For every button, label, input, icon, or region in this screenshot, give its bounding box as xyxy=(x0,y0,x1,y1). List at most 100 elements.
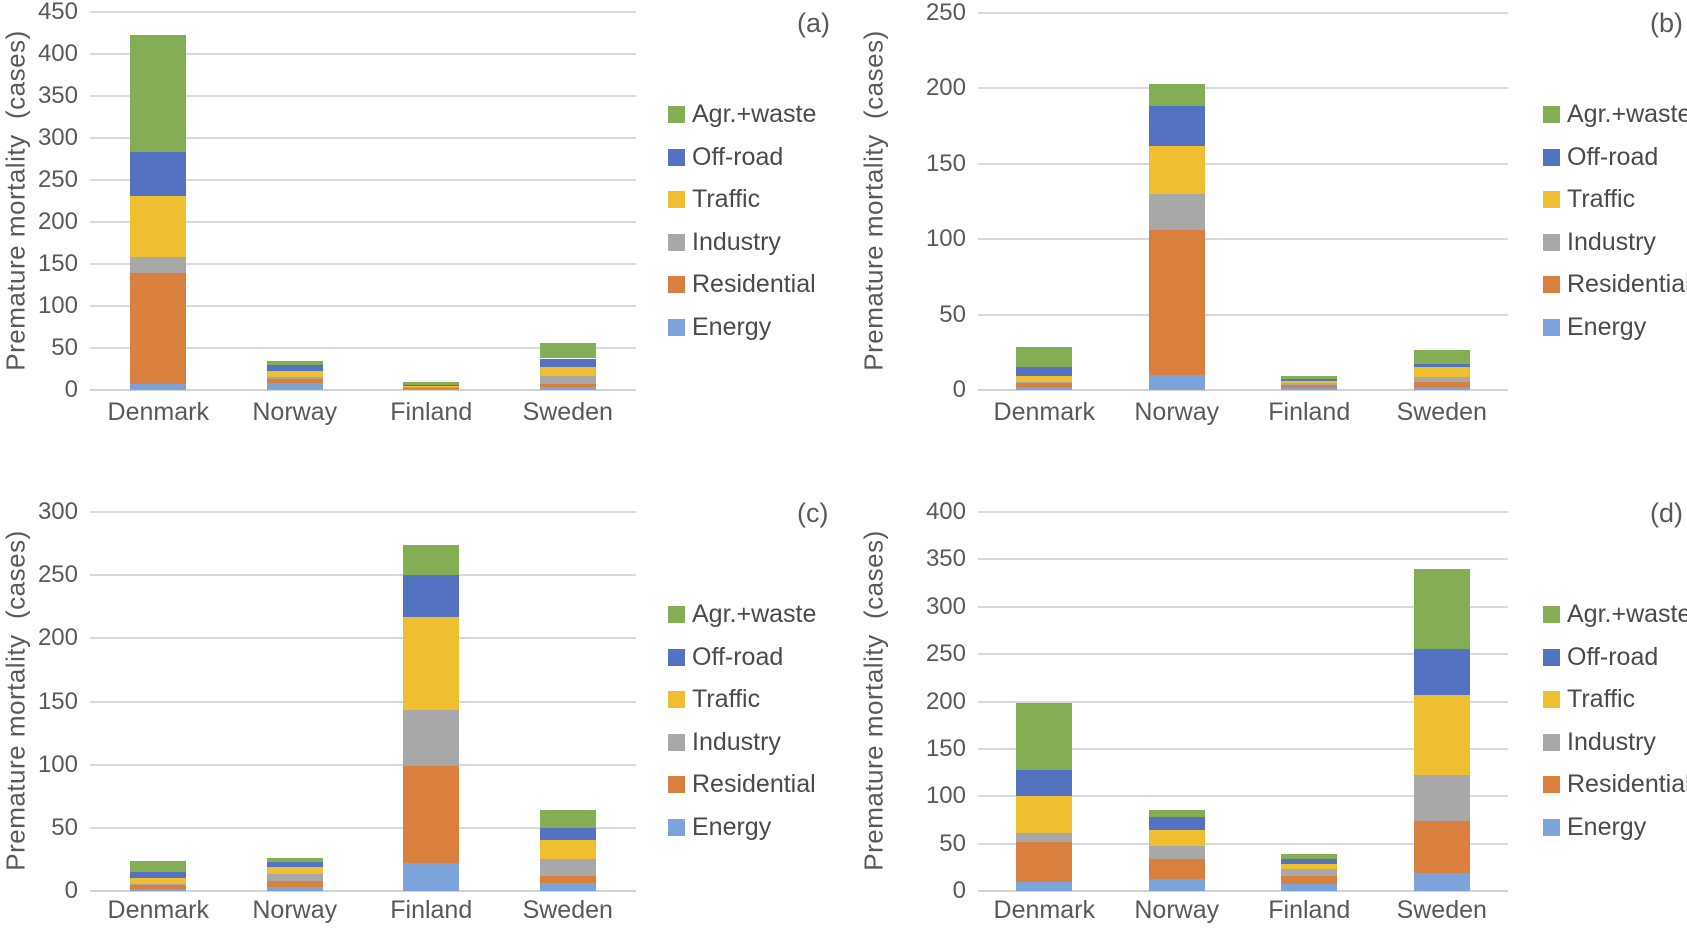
bar-segment-norway-residential xyxy=(266,880,323,887)
legend-swatch-energy xyxy=(1543,819,1560,836)
bar-segment-norway-off-road xyxy=(1148,106,1205,146)
bar-segment-denmark-traffic xyxy=(130,195,187,258)
legend-item-off-road: Off-road xyxy=(1543,643,1658,672)
bar-segment-denmark-industry xyxy=(1016,833,1073,842)
bar-segment-finland-off-road xyxy=(1281,379,1338,381)
legend-label: Energy xyxy=(692,813,772,841)
y-tick-label: 300 xyxy=(37,124,78,151)
y-tick-label: 450 xyxy=(37,0,78,25)
x-category-label: Sweden xyxy=(522,896,613,924)
bar-segment-norway-off-road xyxy=(266,364,323,371)
bar-segment-denmark-off-road xyxy=(1016,769,1073,797)
y-tick-label: 350 xyxy=(925,545,966,573)
legend-label: Energy xyxy=(1567,313,1647,341)
legend-label: Residential xyxy=(692,270,816,299)
bar-segment-denmark-residential xyxy=(130,885,187,890)
bar-segment-finland-agr-waste xyxy=(1281,853,1338,859)
legend-label: Traffic xyxy=(692,185,761,214)
panel-letter-d: (d) xyxy=(1650,498,1683,528)
legend-label: Agr.+waste xyxy=(692,600,817,628)
bar-segment-sweden-agr-waste xyxy=(1413,568,1470,650)
legend-item-residential: Residential xyxy=(668,770,816,799)
legend-swatch-agr-waste xyxy=(1543,606,1560,623)
bar-segment-norway-industry xyxy=(1148,845,1205,859)
bar-segment-denmark-traffic xyxy=(1016,796,1073,834)
legend-label: Traffic xyxy=(1567,185,1636,214)
y-tick-label: 150 xyxy=(37,687,78,715)
bar-segment-denmark-residential xyxy=(130,273,187,385)
legend-swatch-industry xyxy=(668,733,685,751)
legend-item-residential: Residential xyxy=(1543,770,1687,799)
legend-item-industry: Industry xyxy=(1543,728,1656,757)
x-category-label: Sweden xyxy=(1396,896,1487,924)
bar-segment-finland-traffic xyxy=(1281,380,1338,384)
gridline xyxy=(90,305,636,307)
legend-label: Agr.+waste xyxy=(692,100,817,128)
bar-segment-norway-agr-waste xyxy=(266,858,323,862)
bar-segment-norway-agr-waste xyxy=(1148,83,1205,107)
gridline xyxy=(90,137,636,139)
gridline xyxy=(90,221,636,223)
legend-item-residential: Residential xyxy=(668,270,816,299)
y-axis-title: Premature mortality (cases) xyxy=(858,530,889,871)
y-axis-title: Premature mortality (cases) xyxy=(0,30,31,371)
legend-swatch-traffic xyxy=(668,691,685,709)
y-tick-label: 250 xyxy=(37,166,78,193)
x-category-label: Denmark xyxy=(993,896,1095,924)
bar-segment-sweden-energy xyxy=(1413,872,1470,891)
y-tick-label: 100 xyxy=(925,782,966,810)
legend-label: Residential xyxy=(1567,770,1687,799)
bar-segment-norway-industry xyxy=(266,873,323,881)
gridline xyxy=(90,826,636,829)
gridline xyxy=(978,747,1508,750)
legend-swatch-energy xyxy=(1543,319,1560,336)
bar-segment-sweden-energy xyxy=(539,387,596,390)
gridline xyxy=(978,238,1508,241)
gridline xyxy=(978,605,1508,608)
bar-segment-sweden-residential xyxy=(539,383,596,388)
y-tick-label: 250 xyxy=(925,640,966,668)
x-category-label: Denmark xyxy=(993,398,1095,426)
x-category-label: Finland xyxy=(1268,896,1351,924)
legend-label: Off-road xyxy=(1567,142,1659,171)
legend-label: Traffic xyxy=(692,685,761,714)
bar-segment-sweden-off-road xyxy=(539,827,596,840)
bar-segment-norway-energy xyxy=(266,886,323,891)
y-tick-label: 100 xyxy=(37,292,78,319)
legend-swatch-traffic xyxy=(668,191,685,209)
bar-segment-denmark-traffic xyxy=(1016,375,1073,382)
bar-segment-sweden-residential xyxy=(539,876,596,883)
bar-segment-finland-industry xyxy=(1281,383,1338,386)
bar-segment-finland-industry xyxy=(403,387,460,388)
y-tick-label: 150 xyxy=(925,734,966,762)
legend-label: Off-road xyxy=(692,142,784,171)
legend-item-off-road: Off-road xyxy=(1543,143,1658,172)
x-axis-line xyxy=(978,389,1508,391)
gridline xyxy=(978,700,1508,703)
legend-swatch-energy xyxy=(668,819,685,836)
legend-item-industry: Industry xyxy=(668,228,781,257)
bar-segment-finland-off-road xyxy=(403,575,460,617)
legend-swatch-industry xyxy=(668,233,685,251)
x-category-label: Sweden xyxy=(522,398,613,426)
y-tick-label: 0 xyxy=(952,376,966,403)
legend-item-traffic: Traffic xyxy=(1543,185,1635,214)
x-category-label: Denmark xyxy=(107,398,209,426)
y-tick-label: 150 xyxy=(925,149,966,177)
bar-segment-sweden-traffic xyxy=(539,839,596,860)
legend-item-industry: Industry xyxy=(1543,228,1656,257)
y-tick-label: 50 xyxy=(51,334,78,361)
bar-segment-norway-energy xyxy=(1148,374,1205,390)
gridline xyxy=(90,574,636,577)
bar-segment-denmark-industry xyxy=(1016,381,1073,384)
bar-segment-denmark-agr-waste xyxy=(130,860,187,873)
bar-segment-sweden-energy xyxy=(1413,386,1470,390)
panel-letter-a: (a) xyxy=(797,8,830,38)
legend-item-agr-waste: Agr.+waste xyxy=(1543,100,1687,129)
bar-segment-finland-off-road xyxy=(403,384,460,386)
panel-letter-c: (c) xyxy=(797,498,829,528)
gridline xyxy=(978,313,1508,316)
bar-segment-denmark-off-road xyxy=(130,872,187,879)
bar-segment-sweden-industry xyxy=(539,859,596,877)
